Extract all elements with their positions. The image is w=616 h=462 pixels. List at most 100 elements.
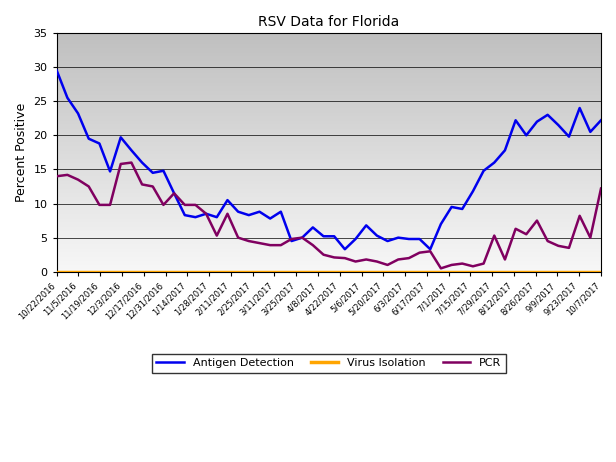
Bar <box>46 76 612 77</box>
Bar <box>46 239 612 241</box>
Bar <box>46 223 612 224</box>
Bar <box>46 81 612 82</box>
Bar <box>46 69 612 70</box>
Bar <box>46 188 612 189</box>
Bar <box>46 244 612 245</box>
Bar <box>46 269 612 271</box>
Bar <box>46 234 612 235</box>
Bar <box>46 169 612 170</box>
Bar <box>46 204 612 205</box>
Bar <box>46 65 612 67</box>
Bar <box>46 241 612 242</box>
Bar <box>46 144 612 145</box>
Virus Isolation <box>554 269 562 274</box>
Bar <box>46 162 612 163</box>
Bar <box>46 259 612 260</box>
Bar <box>46 130 612 131</box>
Bar <box>46 98 612 100</box>
Bar <box>46 84 612 85</box>
Bar <box>46 96 612 97</box>
Bar <box>46 88 612 89</box>
Bar <box>46 73 612 75</box>
Bar <box>46 207 612 208</box>
Bar <box>46 176 612 177</box>
Bar <box>46 153 612 155</box>
Bar <box>46 253 612 254</box>
Antigen Detection <box>245 213 253 218</box>
Bar <box>46 206 612 207</box>
Bar <box>46 155 612 156</box>
Bar <box>46 63 612 64</box>
Bar <box>46 113 612 114</box>
Antigen Detection <box>95 141 103 146</box>
Bar <box>46 271 612 272</box>
Bar <box>46 218 612 219</box>
Bar <box>46 175 612 176</box>
Bar <box>46 163 612 164</box>
Bar <box>46 45 612 46</box>
Bar <box>46 190 612 192</box>
Bar <box>46 213 612 214</box>
Antigen Detection <box>394 235 402 240</box>
Bar <box>46 232 612 234</box>
Bar <box>46 136 612 137</box>
Bar <box>46 180 612 181</box>
Bar <box>46 231 612 232</box>
Bar <box>46 255 612 256</box>
Y-axis label: Percent Positive: Percent Positive <box>15 103 28 202</box>
Bar <box>46 260 612 261</box>
Bar <box>46 216 612 217</box>
Bar <box>46 57 612 58</box>
Bar <box>46 108 612 109</box>
Bar <box>46 151 612 152</box>
Bar <box>46 212 612 213</box>
Bar <box>46 34 612 35</box>
Bar <box>46 43 612 44</box>
Bar <box>46 167 612 168</box>
Bar <box>46 238 612 239</box>
Bar <box>46 145 612 146</box>
Bar <box>46 93 612 94</box>
Line: Antigen Detection: Antigen Detection <box>57 71 601 249</box>
Bar <box>46 268 612 269</box>
Bar <box>46 159 612 161</box>
Bar <box>46 187 612 188</box>
Bar <box>46 122 612 124</box>
Bar <box>46 225 612 226</box>
Bar <box>46 119 612 120</box>
Bar <box>46 196 612 198</box>
Bar <box>46 109 612 110</box>
Bar <box>46 38 612 39</box>
Antigen Detection <box>53 68 60 73</box>
Bar <box>46 90 612 91</box>
Virus Isolation <box>95 269 103 274</box>
Bar <box>46 186 612 187</box>
Bar <box>46 257 612 259</box>
Bar <box>46 147 612 149</box>
Bar <box>46 133 612 134</box>
Bar <box>46 242 612 243</box>
PCR <box>416 250 423 255</box>
Bar <box>46 58 612 59</box>
Bar <box>46 64 612 65</box>
Bar <box>46 194 612 195</box>
Bar <box>46 36 612 38</box>
Bar <box>46 97 612 98</box>
Bar <box>46 107 612 108</box>
PCR <box>256 240 263 246</box>
Bar <box>46 173 612 174</box>
Bar <box>46 251 612 253</box>
Bar <box>46 40 612 41</box>
Bar <box>46 174 612 175</box>
Bar <box>46 237 612 238</box>
PCR <box>320 252 327 257</box>
Bar <box>46 243 612 244</box>
Bar <box>46 226 612 228</box>
Bar <box>46 106 612 107</box>
Bar <box>46 120 612 122</box>
Bar <box>46 181 612 182</box>
Virus Isolation <box>309 269 317 274</box>
Bar <box>46 220 612 222</box>
Virus Isolation <box>245 269 253 274</box>
Bar <box>46 85 612 87</box>
